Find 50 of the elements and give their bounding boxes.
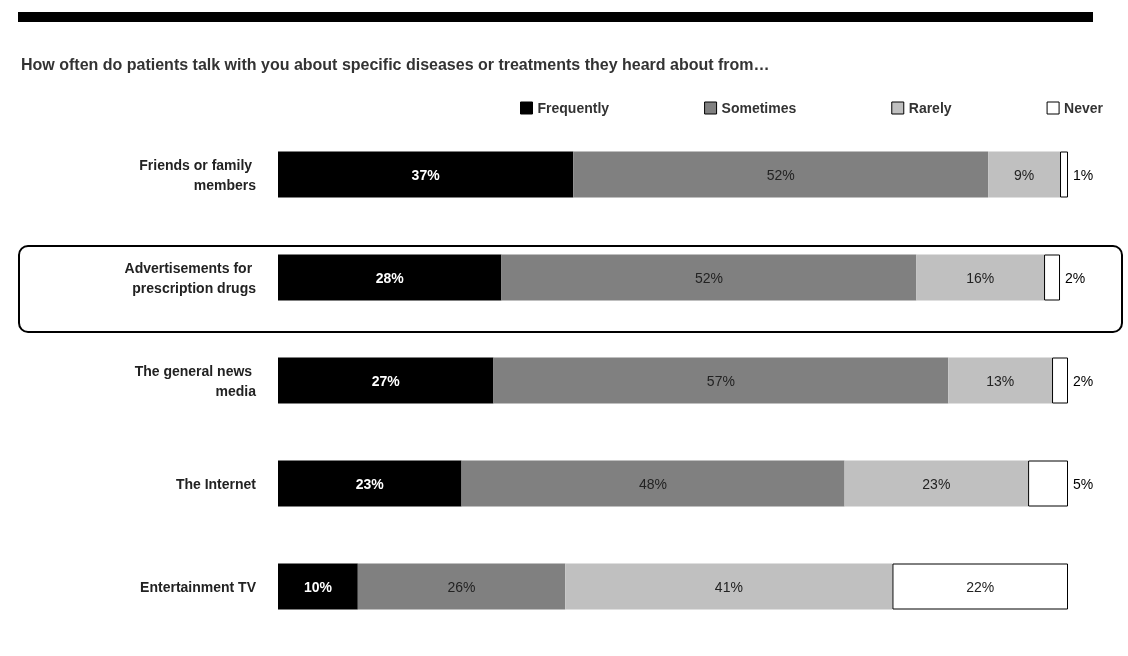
legend-label: Sometimes <box>721 100 797 116</box>
bar <box>1052 357 1068 404</box>
data-label: 26% <box>447 578 476 595</box>
data-label: 57% <box>706 372 735 389</box>
chart-title: How often do patients talk with you about specific diseases or treatments they heard about from… <box>21 55 770 73</box>
bar <box>1028 460 1068 507</box>
y-tick-label: Friends or family members <box>139 156 257 193</box>
data-label: 13% <box>986 372 1015 389</box>
legend-label: Rarely <box>908 100 952 116</box>
legend-label: Frequently <box>537 100 610 116</box>
data-label: 52% <box>694 269 723 286</box>
bar <box>988 151 1061 198</box>
data-label: 41% <box>714 578 743 595</box>
y-tick-label: Advertisements for prescription drugs <box>124 259 257 296</box>
bar <box>278 563 358 610</box>
bar <box>493 357 949 404</box>
data-label: 27% <box>371 372 401 389</box>
data-label: 52% <box>766 166 795 183</box>
bar <box>892 563 1068 610</box>
bar <box>844 460 1029 507</box>
data-label: 23% <box>355 475 385 492</box>
bar <box>1060 151 1068 198</box>
data-label: 23% <box>922 475 951 492</box>
bar <box>916 254 1045 301</box>
bar <box>501 254 917 301</box>
bar <box>278 460 462 507</box>
y-tick-label: Entertainment TV <box>140 578 257 595</box>
y-tick-label: The Internet <box>175 475 257 492</box>
data-label: 48% <box>639 475 668 492</box>
bar <box>278 357 494 404</box>
data-label: 2% <box>1065 269 1086 286</box>
data-label: 22% <box>966 578 995 595</box>
bar <box>357 563 566 610</box>
bar <box>461 460 845 507</box>
bar <box>278 151 574 198</box>
bar <box>948 357 1053 404</box>
bar <box>1044 254 1061 301</box>
bar <box>278 254 502 301</box>
bar <box>573 151 989 198</box>
y-tick-label: The general news media <box>134 362 257 399</box>
data-label: 2% <box>1073 372 1094 389</box>
data-label: 37% <box>411 166 441 183</box>
data-label: 10% <box>303 578 333 595</box>
data-label: 5% <box>1073 475 1094 492</box>
data-label: 16% <box>966 269 995 286</box>
legend-label: Never <box>1064 100 1104 116</box>
data-label: 9% <box>1013 166 1035 183</box>
data-label: 28% <box>375 269 405 286</box>
bar <box>565 563 893 610</box>
data-label: 1% <box>1073 166 1094 183</box>
